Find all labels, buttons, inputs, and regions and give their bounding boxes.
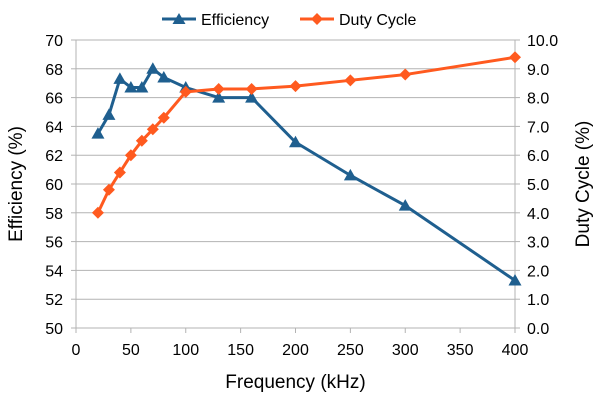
x-tick-label: 350 xyxy=(447,342,474,359)
data-point-efficiency xyxy=(289,135,302,148)
y-right-tick-label: 4.0 xyxy=(527,206,549,223)
y-right-tick-label: 5.0 xyxy=(527,177,549,194)
y-right-tick-label: 0.0 xyxy=(527,321,549,338)
data-point-efficiency xyxy=(212,91,226,103)
data-point-duty-cycle xyxy=(212,82,225,95)
x-tick-label: 300 xyxy=(392,342,419,359)
data-point-duty-cycle xyxy=(113,166,126,179)
data-point-duty-cycle xyxy=(135,134,148,147)
data-point-efficiency xyxy=(398,199,412,211)
y-left-tick-label: 70 xyxy=(45,33,63,50)
y-right-tick-label: 9.0 xyxy=(527,62,549,79)
y-left-tick-label: 68 xyxy=(45,62,63,79)
y-left-tick-label: 58 xyxy=(45,206,63,223)
y-left-tick-label: 54 xyxy=(45,263,63,280)
x-axis-label: Frequency (kHz) xyxy=(225,372,365,393)
axes xyxy=(71,39,520,333)
y-right-tick-label: 6.0 xyxy=(527,148,549,165)
data-point-duty-cycle xyxy=(289,80,302,93)
y-right-tick-label: 10.0 xyxy=(527,33,558,50)
data-point-efficiency xyxy=(146,62,160,74)
x-tick-label: 150 xyxy=(227,342,254,359)
x-tick-label: 50 xyxy=(122,342,140,359)
series-layer xyxy=(91,51,522,286)
y-right-tick-label: 8.0 xyxy=(527,91,549,108)
data-point-efficiency xyxy=(508,273,522,286)
y-axis-left-label: Efficiency (%) xyxy=(6,126,27,242)
data-point-duty-cycle xyxy=(146,123,159,136)
data-point-efficiency xyxy=(113,72,127,84)
x-tick-label: 400 xyxy=(502,342,529,359)
data-point-efficiency xyxy=(135,81,149,93)
legend: Efficiency Duty Cycle xyxy=(162,12,416,29)
y-left-tick-label: 62 xyxy=(45,148,63,165)
x-tick-label: 250 xyxy=(337,342,364,359)
data-point-efficiency xyxy=(245,91,259,103)
data-point-duty-cycle xyxy=(344,74,357,87)
y-right-tick-label: 7.0 xyxy=(527,119,549,136)
data-point-efficiency xyxy=(124,81,138,93)
data-point-duty-cycle xyxy=(179,85,192,98)
x-tick-label: 100 xyxy=(172,342,199,359)
data-point-duty-cycle xyxy=(399,68,412,81)
x-tick-label: 200 xyxy=(282,342,309,359)
legend-marker-duty-cycle xyxy=(311,13,323,25)
data-point-duty-cycle xyxy=(509,51,521,64)
y-left-tick-label: 50 xyxy=(45,321,63,338)
legend-marker-efficiency xyxy=(172,13,186,24)
y-left-tick-label: 66 xyxy=(45,91,63,108)
legend-item-duty-cycle: Duty Cycle xyxy=(300,12,416,29)
series-line-efficiency xyxy=(96,67,516,282)
data-point-duty-cycle xyxy=(91,206,104,219)
y-axis-right-label: Duty Cycle (%) xyxy=(573,121,594,248)
y-right-tick-label: 3.0 xyxy=(527,235,549,252)
y-left-tick-label: 56 xyxy=(45,235,63,252)
legend-item-efficiency: Efficiency xyxy=(162,12,269,29)
y-right-tick-label: 1.0 xyxy=(527,292,549,309)
y-left-tick-label: 52 xyxy=(45,292,63,309)
data-point-efficiency xyxy=(343,168,357,181)
data-point-efficiency xyxy=(102,108,116,120)
data-point-duty-cycle xyxy=(124,149,137,162)
y-left-tick-label: 64 xyxy=(45,119,63,136)
tick-labels: 50 0.0 52 1.0 54 2.0 56 3.0 58 4.0 60 5.0 62 6.0 64 7.0… xyxy=(45,33,558,359)
y-right-tick-label: 2.0 xyxy=(527,263,549,280)
data-point-duty-cycle xyxy=(157,111,170,124)
data-point-duty-cycle xyxy=(245,82,258,95)
legend-label-efficiency: Efficiency xyxy=(201,12,269,29)
data-point-efficiency xyxy=(157,70,171,83)
x-tick-label: 0 xyxy=(72,342,81,359)
y-left-tick-label: 60 xyxy=(45,177,63,194)
data-point-duty-cycle xyxy=(102,183,115,196)
legend-label-duty-cycle: Duty Cycle xyxy=(339,12,416,29)
data-point-efficiency xyxy=(91,127,105,139)
